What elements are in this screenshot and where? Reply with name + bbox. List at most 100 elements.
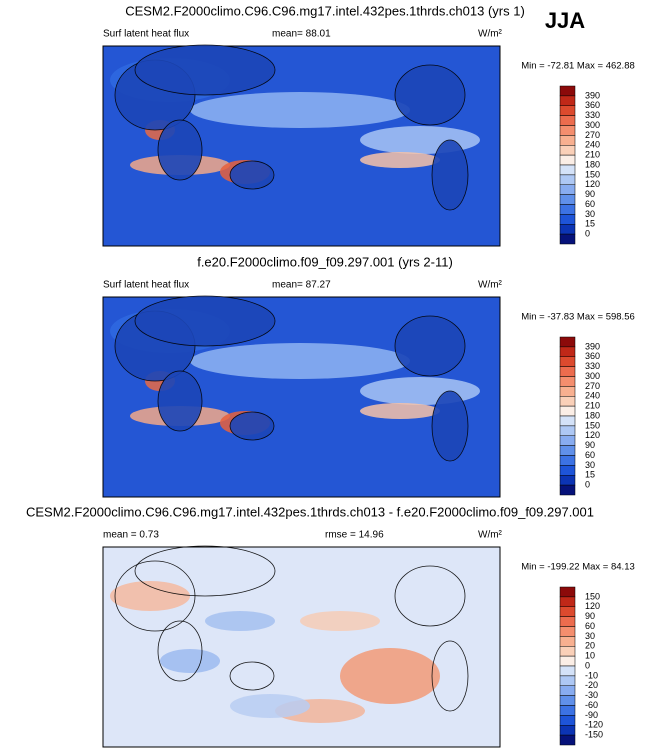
colorbar-label: 10 <box>585 651 595 661</box>
map-field <box>300 611 380 631</box>
colorbar-label: 120 <box>585 601 600 611</box>
colorbar-box <box>559 135 576 146</box>
colorbar-label: 15 <box>585 219 595 229</box>
colorbar-box <box>559 366 576 377</box>
map-field <box>110 581 190 611</box>
colorbar-box <box>559 415 576 427</box>
colorbar-box <box>559 675 576 686</box>
colorbar-box <box>559 85 576 97</box>
colorbar-box <box>559 95 576 106</box>
colorbar-label: -20 <box>585 680 598 690</box>
colorbar-label: -30 <box>585 690 598 700</box>
panel-title: CESM2.F2000climo.C96.C96.mg17.intel.432p… <box>26 504 594 519</box>
colorbar-box <box>559 405 576 417</box>
colorbar-box <box>559 184 576 195</box>
colorbar-box <box>559 356 576 367</box>
colorbar-box <box>559 204 576 215</box>
colorbar-box <box>559 396 576 407</box>
colorbar-box <box>559 715 576 726</box>
colorbar-box <box>559 214 576 225</box>
colorbar-box <box>559 725 576 736</box>
map-field <box>190 343 410 379</box>
coastline <box>229 160 275 190</box>
colorbar-box <box>559 105 576 116</box>
left-label: mean = 0.73 <box>103 530 159 541</box>
colorbar-box <box>559 224 576 235</box>
colorbar-label: 60 <box>585 199 595 209</box>
colorbar-label: 0 <box>585 229 590 239</box>
colorbar-box <box>559 646 576 657</box>
colorbar-label: 180 <box>585 410 600 420</box>
colorbar-label: -90 <box>585 710 598 720</box>
colorbar-box <box>559 125 576 136</box>
coastline <box>157 119 203 181</box>
colorbar-box <box>559 586 576 598</box>
colorbar-label: 150 <box>585 169 600 179</box>
colorbar-box <box>559 465 576 476</box>
colorbar-label: 390 <box>585 90 600 100</box>
coastline <box>229 411 275 441</box>
units-label: W/m² <box>478 280 503 291</box>
colorbar-label: 90 <box>585 440 595 450</box>
colorbar-label: 0 <box>585 480 590 490</box>
colorbar-box <box>559 484 576 496</box>
coastline <box>157 370 203 432</box>
colorbar-label: 120 <box>585 430 600 440</box>
colorbar-label: 30 <box>585 209 595 219</box>
colorbar-label: 390 <box>585 341 600 351</box>
colorbar-label: 330 <box>585 110 600 120</box>
colorbar-box <box>559 475 576 486</box>
colorbar-label: 180 <box>585 159 600 169</box>
colorbar-box <box>559 445 576 456</box>
coastline <box>229 661 275 691</box>
colorbar-label: 270 <box>585 130 600 140</box>
colorbar-label: 120 <box>585 179 600 189</box>
colorbar-label: 210 <box>585 401 600 411</box>
mid-label: mean= 88.01 <box>272 29 331 40</box>
colorbar-label: 300 <box>585 120 600 130</box>
colorbar-label: 60 <box>585 450 595 460</box>
map-field <box>360 403 440 419</box>
colorbar-label: 30 <box>585 631 595 641</box>
colorbar-label: 210 <box>585 150 600 160</box>
colorbar-label: 360 <box>585 351 600 361</box>
coastline <box>157 620 203 682</box>
colorbar-label: 30 <box>585 460 595 470</box>
map-field <box>340 648 440 704</box>
mid-label: rmse = 14.96 <box>325 530 384 541</box>
colorbar-label: -10 <box>585 670 598 680</box>
colorbar-box <box>559 115 576 126</box>
left-label: Surf latent heat flux <box>103 280 189 291</box>
map <box>102 545 501 748</box>
colorbar-label: 90 <box>585 611 595 621</box>
colorbar-box <box>559 626 576 637</box>
colorbar-box <box>559 455 576 466</box>
colorbar-label: -60 <box>585 700 598 710</box>
colorbar-label: 240 <box>585 391 600 401</box>
map-field <box>205 611 275 631</box>
map-field <box>360 152 440 168</box>
min-max-label: Min = -72.81 Max = 462.88 <box>521 61 635 72</box>
colorbar-label: 300 <box>585 371 600 381</box>
colorbar-label: -150 <box>585 730 603 740</box>
coastline <box>134 295 276 347</box>
colorbar-box <box>559 734 576 746</box>
coastline <box>134 44 276 96</box>
colorbar-box <box>559 685 576 696</box>
coastline <box>394 64 466 126</box>
coastline <box>431 390 469 462</box>
colorbar-box <box>559 154 576 166</box>
colorbar-box <box>559 336 576 348</box>
season-label: JJA <box>545 8 585 33</box>
min-max-label: Min = -199.22 Max = 84.13 <box>521 562 635 573</box>
coastline <box>394 565 466 627</box>
colorbar-box <box>559 233 576 245</box>
map <box>102 295 501 498</box>
panel-title: CESM2.F2000climo.C96.C96.mg17.intel.432p… <box>125 3 525 18</box>
mid-label: mean= 87.27 <box>272 280 331 291</box>
colorbar-box <box>559 386 576 397</box>
map <box>102 44 501 247</box>
colorbar-box <box>559 606 576 617</box>
colorbar-label: 20 <box>585 641 595 651</box>
